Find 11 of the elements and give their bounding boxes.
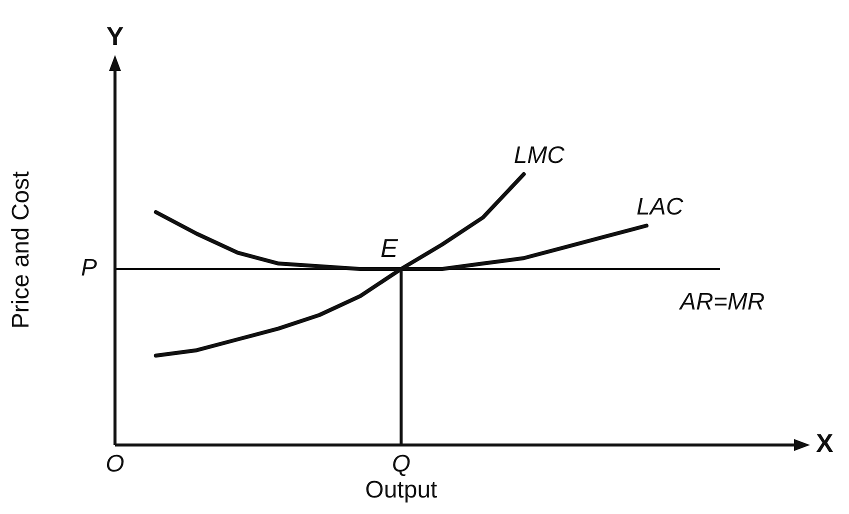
- text: Y: [106, 21, 124, 52]
- x-tick-label: O: [106, 450, 124, 478]
- y-axis-title: Price and Cost: [8, 170, 35, 329]
- series-label: LMC: [514, 142, 566, 169]
- series-label: LAC: [636, 193, 684, 220]
- ref-line-label: P: [80, 254, 97, 282]
- x-tick-label: Q: [392, 450, 411, 478]
- annotation: E: [380, 233, 399, 264]
- x-axis-title: Output: [365, 476, 438, 504]
- text: X: [816, 428, 834, 458]
- annotation: AR=MR: [678, 288, 765, 316]
